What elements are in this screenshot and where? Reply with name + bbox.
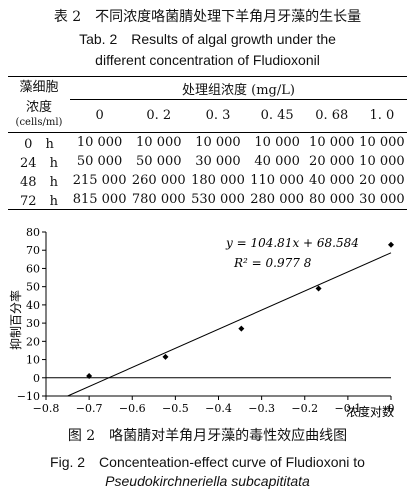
table-cell: 815 000	[70, 189, 130, 210]
table-cell: 20 000	[359, 172, 405, 188]
table-cell: 50 000	[76, 153, 123, 169]
table-caption-en-line1: Tab. 2 Results of algal growth under the	[79, 31, 336, 47]
table-cell: 80 000	[306, 189, 357, 210]
table-caption-cn: 表 2 不同浓度咯菌腈处理下羊角月牙藻的生长量	[53, 9, 362, 25]
table-row: 0 h 10 000 10 000 10 000 10 000 10 000 1…	[8, 132, 407, 152]
table-cell: 215 000	[72, 172, 127, 188]
row-header-label: 藻细胞	[8, 76, 70, 100]
row-time: 48 h	[20, 174, 58, 190]
row-time: 24 h	[20, 155, 58, 171]
y-tick-label: 50	[26, 281, 40, 294]
table-cell: 10 000	[195, 134, 241, 150]
table-cell: 110 000	[250, 172, 305, 188]
table-cell: 30 000	[356, 189, 407, 210]
table-cell: 30 000	[195, 153, 241, 169]
data-point	[86, 372, 93, 379]
table-row: 48 h 215 000 260 000 180 000 110 000 40 …	[8, 171, 407, 190]
x-axis-label: 浓度对数	[346, 404, 394, 419]
table-cell: 50 000	[136, 153, 182, 169]
table-row: 24 h 50 000 50 000 30 000 40 000 20 000 …	[8, 152, 407, 171]
x-tick-label: −0.2	[291, 402, 318, 415]
conc-header-4: 0. 68	[306, 99, 357, 133]
y-tick-label: 10	[26, 354, 40, 367]
y-tick-label: 0	[33, 372, 40, 385]
conc-header-0: 0	[70, 99, 130, 133]
table-caption-en-line2: different concentration of Fludioxonil	[95, 52, 320, 68]
row-header-label-2: 浓度	[25, 99, 52, 115]
y-axis-label: 抑制百分率	[8, 290, 23, 350]
y-tick-label: 80	[26, 226, 40, 239]
figure-caption-en-line1: Fig. 2 Concenteation-effect curve of Flu…	[50, 454, 365, 470]
table-cell: 10 000	[254, 134, 300, 150]
y-tick-label: 20	[26, 335, 40, 348]
x-tick-label: −0.7	[76, 402, 103, 415]
x-tick-label: −0.4	[205, 402, 232, 415]
conc-header-3: 0. 45	[247, 99, 307, 133]
x-tick-label: −0.1	[335, 402, 362, 415]
data-point	[238, 325, 245, 332]
table-cell: 10 000	[359, 134, 405, 150]
data-point	[315, 285, 322, 292]
table-cell: 530 000	[188, 189, 248, 210]
chart-ticks: −10 0 10 20 30 40 50 60 70 80 −0.8 −0.7 −0.6 −0.5 −0.4…	[17, 226, 395, 415]
table-cell: 10 000	[76, 134, 123, 150]
table-cell: 20 000	[309, 153, 355, 169]
x-tick-label: −0.8	[33, 402, 60, 415]
table-cell: 780 000	[129, 189, 189, 210]
figure-caption-cn: 图 2 咯菌腈对羊角月牙藻的毒性效应曲线图	[67, 428, 348, 444]
group-header: 处理组浓度 (mg/L)	[70, 76, 407, 100]
table-cell: 40 000	[309, 172, 355, 188]
x-tick-label: −0.3	[248, 402, 275, 415]
effect-curve-chart: −10 0 10 20 30 40 50 60 70 80 −0.8 −0.7 −0.6 −0.5 −0.4…	[8, 226, 395, 419]
table-cell: 10 000	[309, 134, 355, 150]
row-time: 0 h	[24, 136, 54, 152]
data-point	[388, 241, 394, 248]
table-row: 72 h 815 000 780 000 530 000 280 000 80 …	[8, 189, 407, 210]
x-tick-label: 0	[388, 402, 395, 415]
y-tick-label: 40	[26, 299, 40, 312]
growth-table: 藻细胞 处理组浓度 (mg/L) 浓度 (cells/ml) 0 0. 2 0.…	[8, 76, 407, 210]
regression-line	[67, 252, 392, 397]
table-cell: 180 000	[191, 172, 245, 188]
table-cell: 260 000	[131, 172, 186, 188]
row-header-cell: 浓度 (cells/ml)	[8, 99, 70, 133]
conc-header-2: 0. 3	[188, 99, 248, 133]
table-cell: 10 000	[359, 153, 405, 169]
table-cell: 280 000	[247, 189, 307, 210]
y-tick-label: −10	[17, 390, 40, 403]
x-tick-label: −0.5	[162, 402, 189, 415]
figure-caption-en-line2: Pseudokirchneriella subcapititata	[105, 473, 310, 489]
table-cell: 40 000	[254, 153, 300, 169]
y-tick-label: 30	[26, 317, 40, 330]
table-cell: 10 000	[136, 134, 182, 150]
row-time: 72 h	[8, 189, 70, 210]
conc-header-5: 1. 0	[356, 99, 407, 133]
y-tick-label: 60	[26, 262, 40, 275]
data-point	[162, 353, 169, 360]
y-tick-label: 70	[26, 244, 40, 257]
r-squared-label: R² = 0.977 8	[233, 256, 312, 270]
data-points	[86, 241, 394, 379]
chart-axes	[45, 232, 391, 397]
x-tick-label: −0.6	[119, 402, 146, 415]
row-header-unit: (cells/ml)	[15, 116, 63, 128]
equation-label: y = 104.81x + 68.584	[225, 236, 359, 250]
conc-header-1: 0. 2	[129, 99, 189, 133]
